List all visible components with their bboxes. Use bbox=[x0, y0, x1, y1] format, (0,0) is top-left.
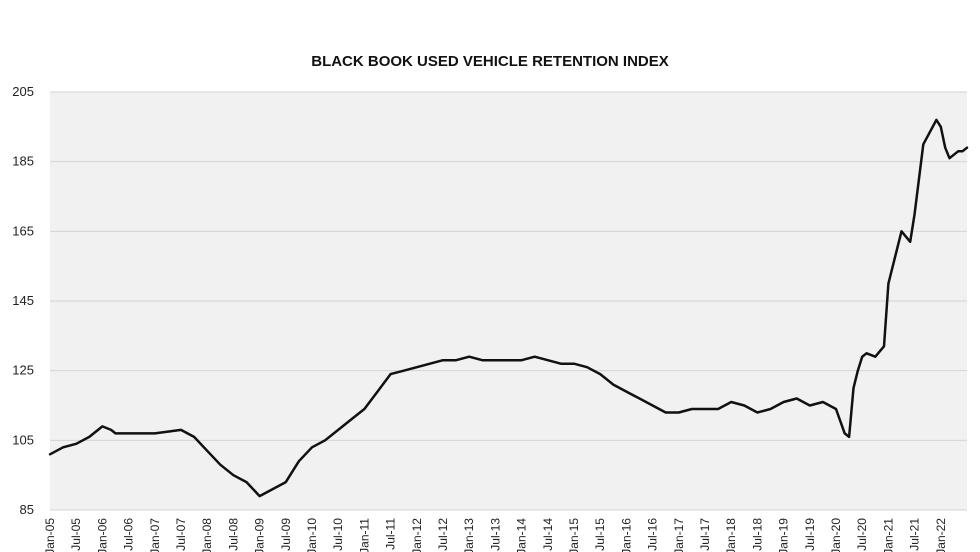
y-tick-label: 105 bbox=[12, 432, 34, 447]
x-tick-label: Jul-11 bbox=[384, 518, 398, 550]
x-tick-label: Jul-15 bbox=[593, 518, 607, 551]
x-axis-ticks: Jan-05 Jul-05 Jan-06 Jul-06 Jan-07 Jul-07 Jan-… bbox=[43, 518, 948, 552]
x-tick-label: Jan-05 bbox=[43, 518, 57, 552]
x-tick-label: Jan-14 bbox=[515, 518, 529, 552]
x-tick-label: Jan-06 bbox=[95, 518, 109, 552]
x-tick-label: Jan-10 bbox=[305, 518, 319, 552]
x-tick-label: Jan-09 bbox=[253, 518, 267, 552]
x-tick-label: Jan-21 bbox=[881, 518, 895, 552]
x-tick-label: Jul-18 bbox=[750, 518, 764, 551]
x-tick-label: Jul-09 bbox=[279, 518, 293, 551]
grid-lines bbox=[50, 91, 967, 511]
x-tick-label: Jan-17 bbox=[672, 518, 686, 552]
x-tick-label: Jan-13 bbox=[462, 518, 476, 552]
chart-title: BLACK BOOK USED VEHICLE RETENTION INDEX bbox=[311, 53, 669, 70]
series-line bbox=[48, 118, 969, 498]
x-tick-label: Jan-08 bbox=[200, 518, 214, 552]
x-tick-label: Jul-17 bbox=[698, 518, 712, 551]
x-tick-label: Jul-06 bbox=[122, 518, 136, 551]
series-layer bbox=[48, 118, 969, 498]
y-tick-label: 165 bbox=[12, 223, 34, 238]
x-tick-label: Jan-16 bbox=[619, 518, 633, 552]
y-tick-label: 185 bbox=[12, 154, 34, 169]
x-tick-label: Jul-21 bbox=[908, 518, 922, 551]
x-tick-label: Jan-15 bbox=[567, 518, 581, 552]
x-tick-label: Jan-20 bbox=[829, 518, 843, 552]
x-tick-label: Jul-08 bbox=[226, 518, 240, 551]
y-tick-label: 205 bbox=[12, 84, 34, 99]
x-tick-label: Jul-13 bbox=[488, 518, 502, 551]
y-tick-label: 125 bbox=[12, 363, 34, 378]
y-tick-label: 145 bbox=[12, 293, 34, 308]
y-tick-label: 85 bbox=[20, 502, 34, 517]
x-tick-label: Jan-11 bbox=[357, 518, 371, 552]
x-tick-label: Jan-07 bbox=[148, 518, 162, 552]
x-tick-label: Jul-14 bbox=[541, 518, 555, 551]
x-tick-label: Jul-10 bbox=[331, 518, 345, 551]
x-tick-label: Jul-05 bbox=[69, 518, 83, 551]
x-tick-label: Jan-12 bbox=[410, 518, 424, 552]
x-tick-label: Jan-22 bbox=[934, 518, 948, 552]
x-tick-label: Jan-19 bbox=[777, 518, 791, 552]
x-tick-label: Jul-19 bbox=[803, 518, 817, 551]
x-tick-label: Jan-18 bbox=[724, 518, 738, 552]
x-tick-label: Jul-07 bbox=[174, 518, 188, 551]
x-tick-label: Jul-16 bbox=[646, 518, 660, 551]
y-axis-ticks: 85 105 125 145 165 185 205 bbox=[12, 84, 34, 517]
x-tick-label: Jul-12 bbox=[436, 518, 450, 551]
x-tick-label: Jul-20 bbox=[855, 518, 869, 551]
